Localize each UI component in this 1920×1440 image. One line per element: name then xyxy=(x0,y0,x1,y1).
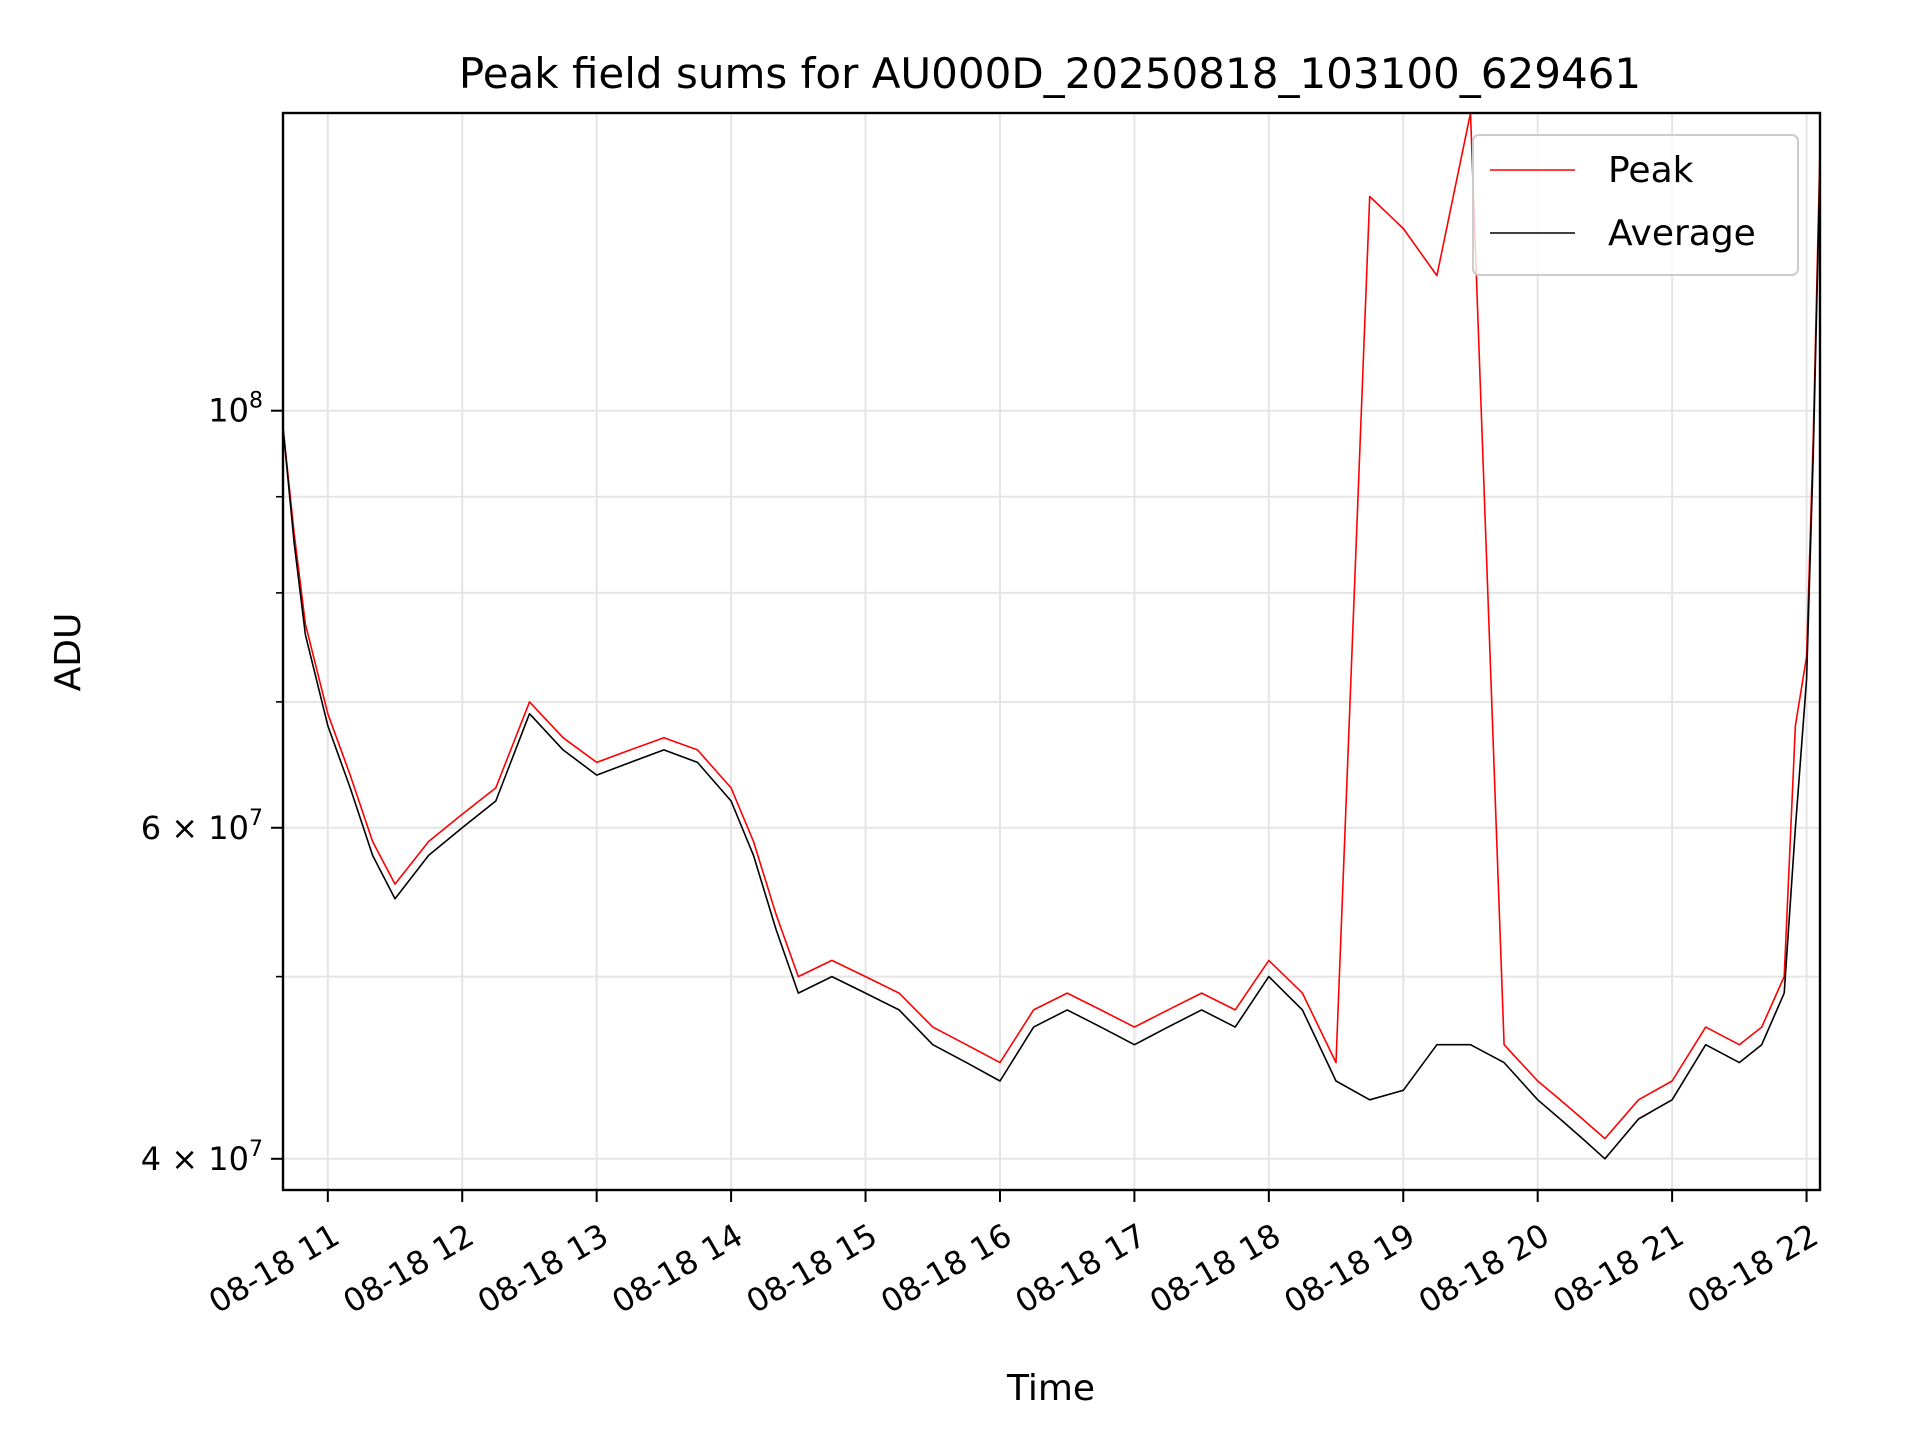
plot-frame xyxy=(281,111,1822,1192)
y-axis-label: ADU xyxy=(48,613,89,692)
plot-area xyxy=(282,112,1821,1160)
legend-label-peak: Peak xyxy=(1608,150,1694,191)
series-line-peak xyxy=(282,112,1821,1140)
legend: Peak Average xyxy=(1472,134,1799,276)
y-tick-label: 108 xyxy=(208,389,263,430)
legend-label-average: Average xyxy=(1608,213,1756,254)
y-tick-label: 6 × 107 xyxy=(141,806,263,847)
series-line-average xyxy=(282,165,1821,1160)
y-axis: 4 × 107 6 × 107 108 xyxy=(141,389,283,1178)
chart-title: Peak field sums for AU000D_20250818_1031… xyxy=(459,49,1641,98)
y-tick-label: 4 × 107 xyxy=(141,1137,263,1178)
grid xyxy=(283,113,1820,1190)
x-axis-label: Time xyxy=(1006,1368,1095,1409)
